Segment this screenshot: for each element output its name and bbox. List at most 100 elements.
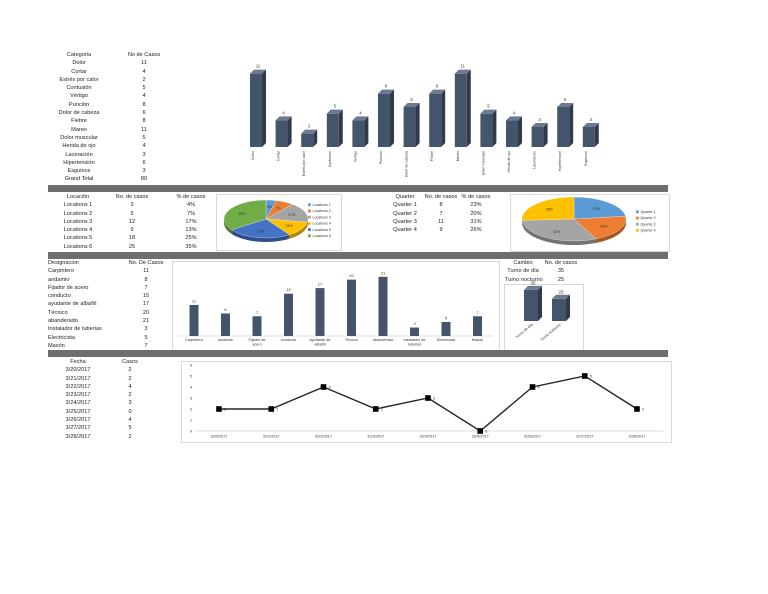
table-row: Locations 1 3 4% [58,201,216,209]
pie-slice [573,216,627,240]
bar [284,293,293,336]
legend-label: Quarter 3 [641,222,656,226]
data-label: 25 [558,289,564,294]
legend-label: Locations 1 [313,203,331,207]
table-cell: 3/24/2017 [65,400,91,407]
table-cell: 23% [470,202,482,209]
data-label: 3 [413,321,416,326]
categoria-bar-chart: 11 Dolor 4 Cortar 2 Estrés por calor 5 Contusió… [250,64,599,177]
table-cell: 13% [185,227,197,234]
legend-label: Locations 5 [313,228,331,232]
table-row: 3/28/2017 2 [58,433,162,441]
data-label: 13% [285,224,293,228]
table-cell: Hipertensión [63,159,95,166]
table-cell: abanderado [48,318,78,325]
bar [473,316,482,336]
data-label: 35% [238,212,246,216]
x-tick-label: Fijador de [249,338,266,342]
column-header: No. de casos [115,194,149,200]
fecha-line-chart: 0 1 2 3 4 5 6 2 3/20/2017 2 3/21/2017 4 3/22/2017 2 3/… [190,363,663,439]
data-label: 4 [538,385,540,389]
fecha-table: Fecha Casos 3/20/2017 2 3/21/2017 2 3/22/2017 4… [58,358,162,441]
table-cell: 3/26/2017 [65,417,91,424]
table-cell: 6 [142,110,146,117]
bar [252,316,262,336]
table-cell: Contusión [66,85,92,92]
x-tick-label: Masón [472,338,483,342]
data-label: 4 [282,110,285,115]
table-row: Carpintero 11 [48,267,170,275]
table-row: 3/24/2017 3 [58,399,162,407]
table-cell: 35% [185,243,197,250]
table-row: Punción 8 [56,101,186,109]
legend-label: Locations 2 [313,209,331,213]
table-row: 3/20/2017 2 [58,366,162,374]
cambio-table: Cambio No. de casos Turno de día 35 Turno no… [505,259,581,284]
x-tick-label: Fiebre [430,151,434,161]
data-label: 3 [590,117,593,122]
table-cell: Locations 5 [63,235,93,242]
x-tick-label: Vértigo [353,151,357,162]
bar [429,89,446,147]
cambio-bar-chart-frame [504,284,584,351]
table-cell: Quarter 3 [393,218,417,225]
quarter-pie-chart: 23% 20% 31% 26% Quarter 1 Quarter 2 Quarter 3 Q… [521,196,656,245]
fecha-line-chart-frame [181,361,672,443]
table-row: Dolor de cabeza 6 [56,109,186,117]
table-cell: 26% [470,227,482,234]
column-header: No. De Casos [128,260,164,266]
data-label: 2 [381,407,383,411]
x-tick-label: Laceración [533,151,537,169]
bar [531,123,548,147]
table-cell: Dolor de cabeza [58,110,100,117]
table-cell: Carpintero [48,268,75,275]
data-point [477,428,484,434]
table-row: Mareo 11 [56,126,186,134]
table-cell: 25 [128,243,136,250]
y-tick-label: 1 [190,418,192,422]
pie-slice [573,196,626,220]
legend-label: Quarter 4 [641,229,656,233]
table-cell: Locations 4 [63,227,93,234]
x-tick-label: andamio [218,338,233,342]
table-row: Locations 4 9 13% [58,226,216,234]
table-row: Contusión 5 [56,84,186,92]
table-cell: 3 [142,151,146,158]
table-cell: 35 [557,268,565,275]
data-label: 5 [334,104,337,109]
table-cell: 2 [128,375,132,382]
legend-swatch [308,209,311,213]
table-cell: 6 [142,159,146,166]
table-cell: 11 [141,126,147,133]
pie-slice [521,218,597,242]
table-row: Turno de día 35 [505,267,581,275]
x-tick-label: Dolor de cabeza [405,151,409,177]
bar [582,123,599,147]
table-row: abanderado 21 [48,317,170,325]
table-cell: 4 [128,417,132,424]
table-row: Locations 3 12 17% [58,218,216,226]
data-label: 4 [329,385,331,389]
table-cell: 3/23/2017 [65,392,91,399]
table-row: Locations 2 5 7% [58,210,216,218]
bar [301,129,318,147]
x-tick-label: Turno nocturno [539,323,561,343]
table-cell: 2 [128,367,132,374]
table-cell: 3/27/2017 [65,425,91,432]
bar [454,69,471,147]
table-cell: 11 [141,60,147,67]
table-row: 3/22/2017 4 [58,383,162,391]
table-cell: 12 [128,218,136,225]
data-label: 8 [385,84,388,89]
x-tick-label: conducto [281,338,296,342]
table-row: conducto 15 [48,292,170,300]
bar [189,305,199,336]
table-cell: conducto [48,293,71,300]
table-cell: 4 [142,68,146,75]
table-cell: Locations 1 [63,202,93,209]
x-tick-label: Estrés por calor [302,150,306,176]
data-label: 7% [276,206,282,210]
table-cell: Mareo [71,126,87,133]
data-label: 20% [600,224,608,228]
